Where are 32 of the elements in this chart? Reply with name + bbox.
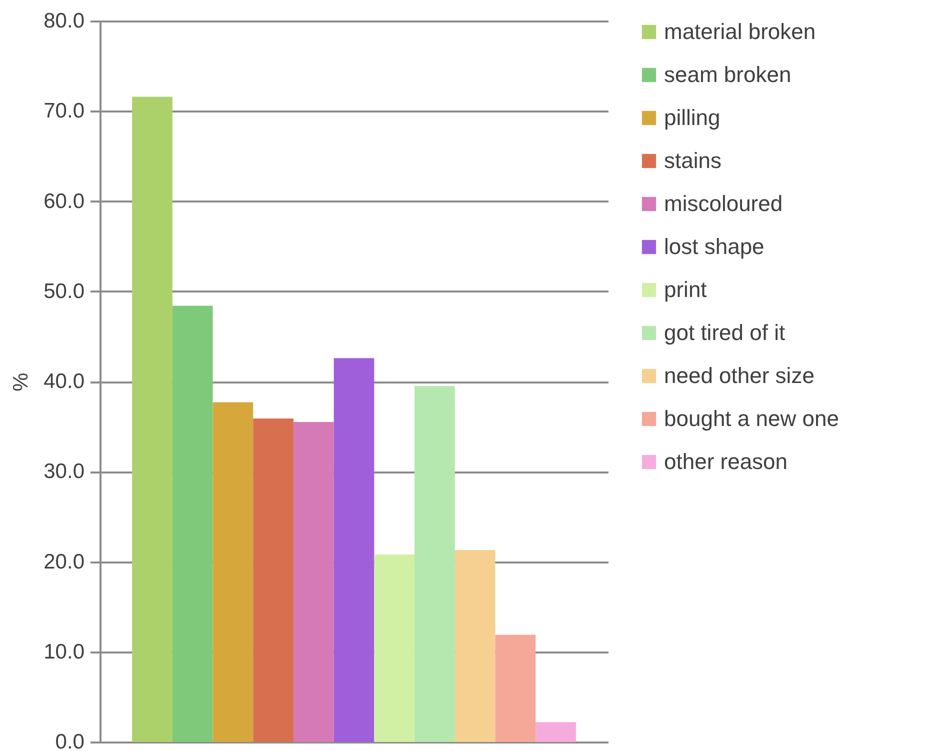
bar [334,358,374,742]
y-tick-label: 70.0 [44,100,84,123]
legend-label: other reason [664,449,788,474]
y-tick-label: 20.0 [44,550,84,574]
bar [374,554,415,742]
y-tick-label: 0.0 [55,730,84,751]
bar [536,722,576,742]
bar [132,96,172,742]
legend-label: seam broken [664,62,792,87]
y-tick-label: 60.0 [44,190,84,213]
legend-label: pilling [664,105,720,130]
y-axis-title: % [10,372,33,392]
bar [172,306,213,742]
bar [253,418,294,742]
legend-label: miscoloured [664,191,783,216]
bar [495,634,536,742]
y-tick-label: 80.0 [44,10,84,32]
y-tick-label: 10.0 [44,640,84,664]
y-tick-label: 30.0 [44,460,84,484]
legend-label: stains [664,148,722,173]
y-tick-label: 50.0 [44,280,84,303]
bar [414,386,455,742]
legend-label: lost shape [664,234,764,259]
bar [293,422,334,742]
bar [454,550,496,742]
bar [212,402,254,742]
legend-label: bought a new one [664,406,839,431]
legend-label: print [664,277,707,302]
y-tick-label: 40.0 [44,370,84,393]
legend-label: need other size [664,363,814,388]
legend-label: got tired of it [664,320,786,345]
legend-label: material broken [664,19,816,44]
